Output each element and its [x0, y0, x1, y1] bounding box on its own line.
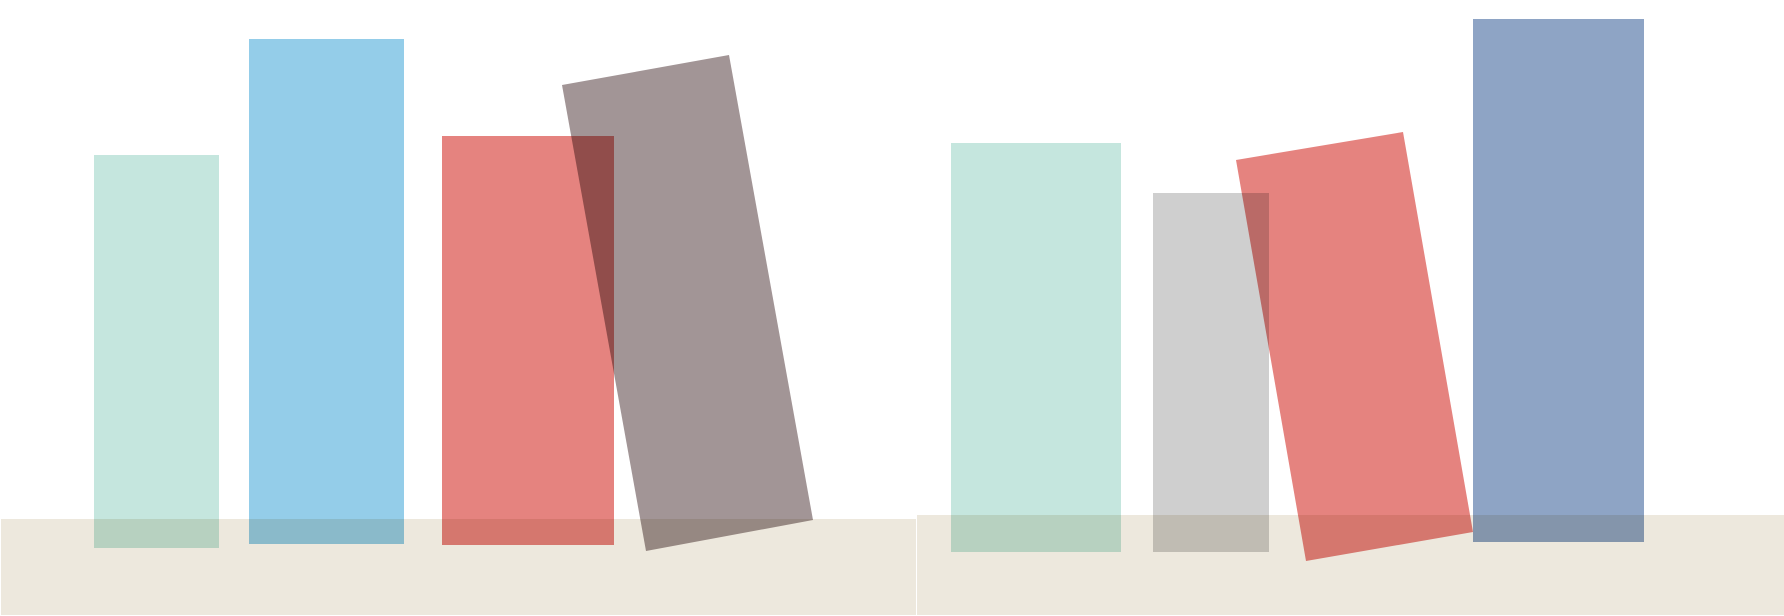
- coral-block: [1236, 132, 1473, 561]
- gray-block: [1153, 193, 1269, 552]
- mint-block: [951, 143, 1121, 552]
- left-group: [94, 39, 813, 551]
- slate-block: [1473, 19, 1644, 542]
- sky-block: [249, 39, 404, 544]
- right-group: [951, 19, 1644, 561]
- mauve-block: [562, 55, 813, 551]
- mint-block: [94, 155, 219, 548]
